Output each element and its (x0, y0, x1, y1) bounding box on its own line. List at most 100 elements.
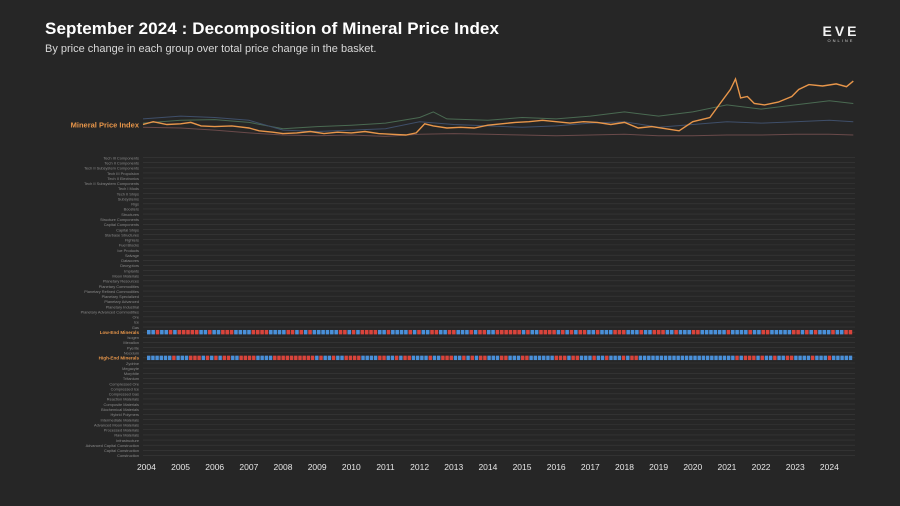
heat-cell (810, 355, 815, 361)
heat-cell (714, 355, 718, 361)
heat-cell (525, 355, 529, 361)
row-label: Compressed Ore (109, 381, 139, 386)
heat-cell (395, 329, 399, 335)
heat-cell (760, 355, 764, 361)
row-label: Ice (134, 320, 139, 325)
heat-cell (609, 355, 613, 361)
heat-cell (193, 355, 197, 361)
heat-cell (449, 355, 453, 361)
x-tick-label: 2019 (649, 462, 668, 472)
heat-cell (277, 329, 282, 335)
heat-cell (331, 355, 336, 361)
heat-cell (840, 355, 844, 361)
heat-cell (285, 355, 290, 361)
heat-cell (382, 329, 386, 335)
row-label: Planetary Resources (103, 279, 139, 284)
row-label: Implants (124, 268, 139, 273)
heat-cell (330, 329, 334, 335)
heat-cell (491, 329, 495, 335)
heat-cell (513, 329, 517, 335)
heat-cell (264, 355, 269, 361)
heat-cell (282, 329, 286, 335)
row-label: Tech II Ships (117, 191, 139, 196)
heat-cell (407, 355, 411, 361)
heat-cell (617, 329, 622, 335)
heat-cell (630, 355, 634, 361)
row-label: Infrastructure (116, 438, 139, 443)
heat-cell (710, 355, 714, 361)
heat-cell (377, 329, 382, 335)
heat-cell (554, 355, 559, 361)
heat-cell (432, 355, 437, 361)
heat-cell (584, 355, 588, 361)
heat-cell (205, 355, 210, 361)
row-label: Ice Products (117, 248, 139, 253)
heat-cell (683, 329, 687, 335)
heat-cell (569, 329, 574, 335)
heat-cell (600, 329, 604, 335)
heat-cell (815, 355, 819, 361)
heat-cell (443, 329, 447, 335)
heat-cell (239, 355, 243, 361)
x-tick-label: 2012 (410, 462, 429, 472)
heatmap-layer (147, 329, 853, 361)
x-tick-label: 2010 (342, 462, 361, 472)
heat-cell (582, 329, 587, 335)
heat-cell (839, 329, 844, 335)
row-label: Zydrine (126, 361, 139, 366)
heat-cell (299, 329, 304, 335)
heat-cell (430, 329, 434, 335)
heat-cell (470, 355, 474, 361)
heat-cell (696, 329, 700, 335)
heat-cell (199, 329, 203, 335)
logo-sub-text: ONLINE (827, 38, 855, 43)
heat-cell (277, 355, 281, 361)
row-label: Composite Materials (104, 402, 140, 407)
row-label: Hybrid Polymers (110, 412, 139, 417)
heat-cell (456, 329, 460, 335)
heat-cell (500, 355, 504, 361)
row-label: Fighters (125, 238, 139, 243)
heat-cell (651, 355, 655, 361)
x-tick-label: 2021 (717, 462, 736, 472)
heat-cell (533, 355, 538, 361)
heat-cell (655, 355, 659, 361)
heat-cell (530, 329, 535, 335)
heat-cell (264, 329, 269, 335)
heat-cell (701, 355, 706, 361)
row-grid (143, 157, 855, 456)
heat-cell (508, 329, 513, 335)
heat-cell (415, 355, 420, 361)
row-label: Rigs (131, 202, 139, 207)
heat-cell (465, 329, 469, 335)
row-label: Planetary Specialized (102, 294, 139, 299)
heat-cell (794, 355, 798, 361)
heat-cell (635, 329, 639, 335)
heat-cell (403, 355, 407, 361)
heat-cell (605, 355, 609, 361)
heat-cell (592, 355, 596, 361)
x-tick-label: 2022 (752, 462, 771, 472)
heat-cell (761, 329, 766, 335)
heat-cell (726, 355, 731, 361)
heat-cell (678, 329, 683, 335)
row-label: Starbase Structures (105, 232, 139, 237)
row-label: Processed Materials (104, 428, 139, 433)
heat-cell (151, 329, 155, 335)
heat-cell (369, 355, 374, 361)
heat-cell (411, 355, 416, 361)
row-label: Salvage (125, 253, 139, 258)
heat-cell (789, 355, 794, 361)
heat-cell (785, 355, 790, 361)
row-label: Tech III Components (103, 155, 139, 160)
heat-cell (774, 329, 779, 335)
heat-cell (340, 355, 344, 361)
heat-cell (547, 329, 552, 335)
heat-cell (744, 329, 748, 335)
heat-cell (147, 329, 151, 335)
heat-cell (229, 329, 234, 335)
row-label: Capital Components (104, 222, 139, 227)
heat-cell (334, 329, 338, 335)
heat-cell (351, 329, 356, 335)
heat-cell (595, 329, 600, 335)
